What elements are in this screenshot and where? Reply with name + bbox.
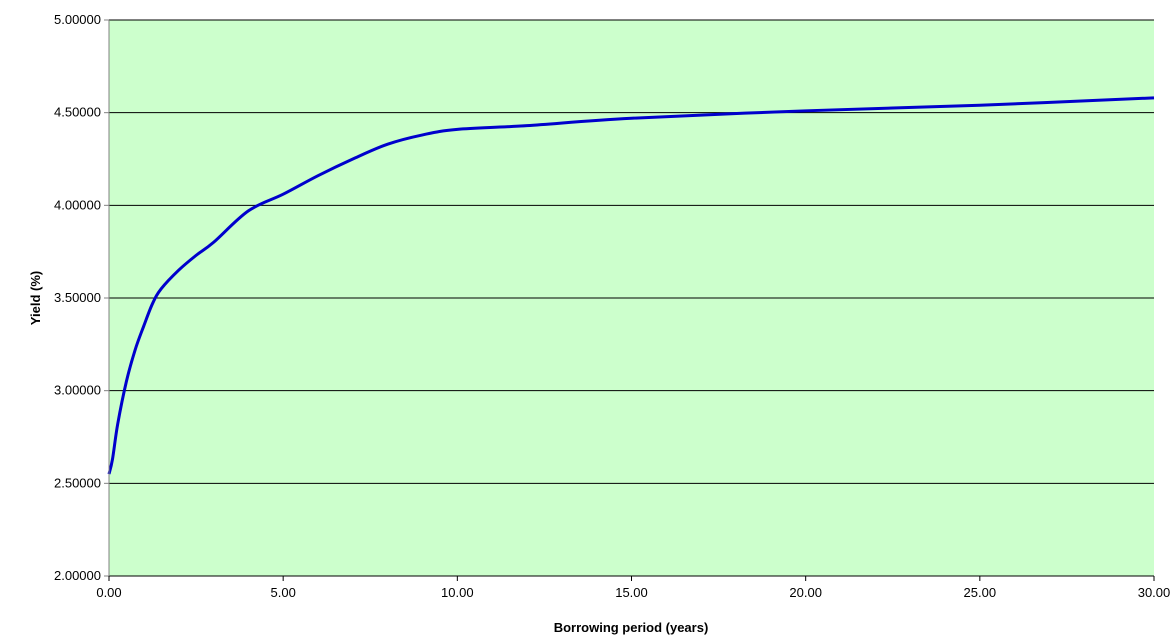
x-tick-label-4: 20.00 (789, 585, 822, 600)
y-tick-label-1: 2.50000 (54, 475, 101, 490)
gridlines (109, 19, 1154, 484)
y-tick-label-0: 2.00000 (54, 568, 101, 583)
x-tick-label-6: 30.00 (1138, 585, 1171, 600)
x-axis-title: Borrowing period (years) (554, 620, 709, 635)
y-tick-labels: 2.00000 2.50000 3.00000 3.50000 4.00000 4.500… (54, 12, 109, 583)
x-tick-label-2: 10.00 (441, 585, 474, 600)
y-tick-label-3: 3.50000 (54, 290, 101, 305)
y-axis-title: Yield (%) (28, 271, 43, 325)
series-group (107, 96, 1155, 475)
y-tick-label-2: 3.00000 (54, 383, 101, 398)
x-tick-label-0: 0.00 (96, 585, 121, 600)
x-tick-label-1: 5.00 (271, 585, 296, 600)
y-tick-label-6: 5.00000 (54, 12, 101, 27)
x-tick-labels: 0.00 5.00 10.00 15.00 20.00 25.00 30.00 (96, 576, 1170, 600)
x-tick-label-3: 15.00 (615, 585, 648, 600)
series-line-0 (107, 96, 1155, 475)
y-tick-label-5: 4.50000 (54, 105, 101, 120)
x-tick-label-5: 25.00 (964, 585, 997, 600)
y-tick-label-4: 4.00000 (54, 197, 101, 212)
